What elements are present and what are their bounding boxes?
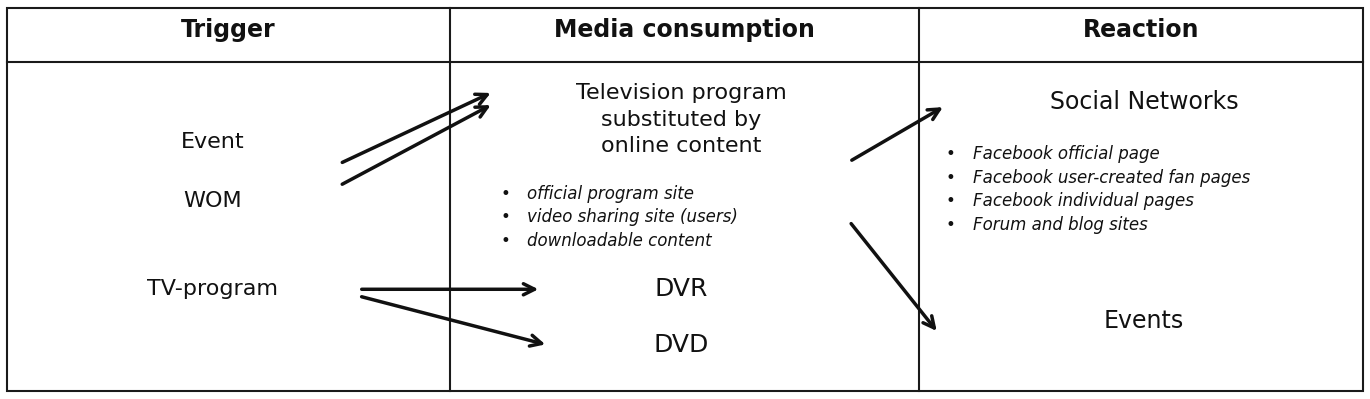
Text: •: • bbox=[945, 216, 955, 235]
Text: WOM: WOM bbox=[184, 192, 241, 211]
Text: •: • bbox=[945, 144, 955, 163]
Text: Media consumption: Media consumption bbox=[555, 18, 815, 42]
Text: •: • bbox=[500, 208, 510, 227]
Text: DVD: DVD bbox=[653, 333, 708, 357]
Text: •: • bbox=[945, 168, 955, 187]
Text: Events: Events bbox=[1104, 309, 1184, 333]
Text: Television program
substituted by
online content: Television program substituted by online… bbox=[575, 83, 786, 156]
Text: downloadable content: downloadable content bbox=[527, 232, 712, 251]
Text: •: • bbox=[500, 184, 510, 203]
Text: Facebook user-created fan pages: Facebook user-created fan pages bbox=[973, 168, 1249, 187]
Text: TV-program: TV-program bbox=[147, 279, 278, 299]
Text: Forum and blog sites: Forum and blog sites bbox=[973, 216, 1148, 235]
Text: •: • bbox=[500, 232, 510, 251]
Text: Event: Event bbox=[181, 132, 244, 152]
Text: Reaction: Reaction bbox=[1082, 18, 1200, 42]
Text: Social Networks: Social Networks bbox=[1049, 90, 1238, 114]
Text: official program site: official program site bbox=[527, 184, 695, 203]
Text: Facebook individual pages: Facebook individual pages bbox=[973, 192, 1193, 211]
Text: Trigger: Trigger bbox=[181, 18, 275, 42]
Text: Facebook official page: Facebook official page bbox=[973, 144, 1159, 163]
Text: video sharing site (users): video sharing site (users) bbox=[527, 208, 738, 227]
Text: •: • bbox=[945, 192, 955, 211]
Text: DVR: DVR bbox=[655, 277, 707, 301]
